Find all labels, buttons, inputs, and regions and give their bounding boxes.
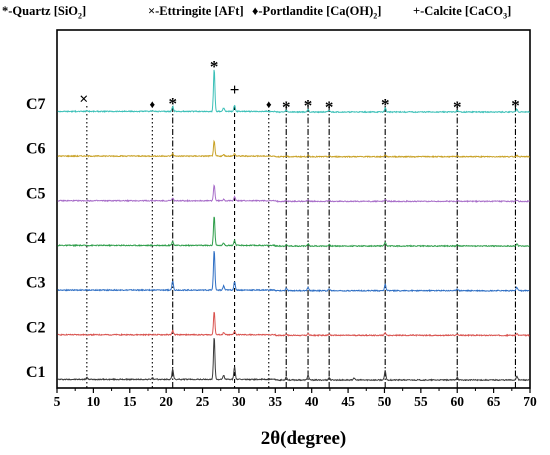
calcite-symbol: + <box>413 4 421 18</box>
x-tick-label-11: 60 <box>450 394 464 409</box>
peak-marker-4: + <box>230 80 240 99</box>
portlandite-symbol: ♦ <box>252 4 259 18</box>
x-tick-label-9: 50 <box>378 394 392 409</box>
legend-quartz: *-Quartz [SiO2] <box>2 4 86 21</box>
x-tick-label-13: 70 <box>523 394 537 409</box>
peak-marker-7: * <box>304 96 313 115</box>
peak-marker-1: ♦ <box>150 99 156 111</box>
series-line-C3 <box>57 251 530 293</box>
quartz-symbol: * <box>2 4 9 18</box>
x-tick-label-7: 40 <box>305 394 319 409</box>
x-tick-label-2: 15 <box>123 394 137 409</box>
series-label-C5: C5 <box>26 185 46 202</box>
peak-marker-11: * <box>511 96 520 115</box>
series-line-C4 <box>57 216 530 248</box>
portlandite-sub: 2 <box>373 11 378 21</box>
series-label-C2: C2 <box>26 319 46 336</box>
x-tick-label-12: 65 <box>487 394 501 409</box>
peak-marker-2: * <box>168 94 177 113</box>
series-label-C1: C1 <box>26 364 46 381</box>
quartz-tail: ] <box>82 4 87 18</box>
calcite-tail: ] <box>507 4 512 18</box>
peak-marker-9: * <box>381 95 390 114</box>
peak-marker-10: * <box>453 97 462 116</box>
peak-marker-6: * <box>282 97 291 116</box>
x-tick-label-5: 30 <box>232 394 246 409</box>
x-tick-label-0: 5 <box>54 394 61 409</box>
peak-marker-0: × <box>79 91 88 108</box>
legend-ettringite: ×-Ettringite [AFt] <box>148 4 244 19</box>
quartz-sub: 2 <box>78 11 83 21</box>
x-tick-label-6: 35 <box>269 394 283 409</box>
series-label-C6: C6 <box>26 141 46 158</box>
peak-marker-5: ♦ <box>266 99 272 111</box>
calcite-label: -Calcite [CaCO <box>420 4 504 18</box>
series-line-C7 <box>57 69 531 114</box>
legend-calcite: +-Calcite [CaCO3] <box>413 4 511 21</box>
series-label-C4: C4 <box>26 230 46 247</box>
ettringite-label: -Ettringite [AFt] <box>155 4 244 18</box>
x-tick-label-8: 45 <box>341 394 355 409</box>
x-axis-title: 2θ(degree) <box>261 428 347 449</box>
peak-marker-3: * <box>210 57 219 76</box>
series-label-C3: C3 <box>26 275 46 292</box>
portlandite-tail: ] <box>377 4 382 18</box>
series-label-C7: C7 <box>26 96 46 113</box>
legend-portlandite: ♦-Portlandite [Ca(OH)2] <box>252 4 381 21</box>
calcite-sub: 3 <box>503 11 508 21</box>
x-tick-label-10: 55 <box>414 394 428 409</box>
x-tick-label-3: 20 <box>159 394 173 409</box>
series-line-C6 <box>57 139 531 159</box>
series-line-C5 <box>57 184 531 204</box>
peak-marker-8: * <box>325 97 334 116</box>
quartz-label: -Quartz [SiO <box>8 4 79 18</box>
x-tick-label-4: 25 <box>196 394 210 409</box>
x-tick-label-1: 10 <box>87 394 101 409</box>
series-line-C2 <box>57 311 530 337</box>
portlandite-label: -Portlandite [Ca(OH) <box>258 4 374 18</box>
ettringite-symbol: × <box>148 4 156 18</box>
series-line-C1 <box>57 337 530 382</box>
